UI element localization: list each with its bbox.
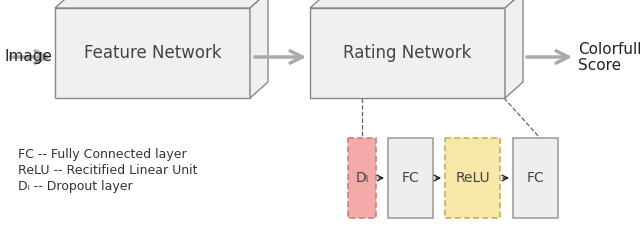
Text: ReLU: ReLU xyxy=(455,171,490,185)
Bar xyxy=(310,8,505,98)
Text: Colorfullness: Colorfullness xyxy=(578,43,640,58)
Text: FC -- Fully Connected layer: FC -- Fully Connected layer xyxy=(18,148,187,161)
Text: Rating Network: Rating Network xyxy=(343,44,472,62)
Bar xyxy=(348,138,376,218)
Polygon shape xyxy=(505,0,523,98)
Text: Dₗ -- Dropout layer: Dₗ -- Dropout layer xyxy=(18,180,132,193)
Polygon shape xyxy=(250,0,268,98)
Text: Score: Score xyxy=(578,58,621,73)
Bar xyxy=(513,138,558,218)
Text: Image: Image xyxy=(4,50,52,64)
Text: Dₗ: Dₗ xyxy=(355,171,369,185)
Polygon shape xyxy=(310,0,523,8)
Polygon shape xyxy=(55,0,268,8)
Text: ReLU -- Recitified Linear Unit: ReLU -- Recitified Linear Unit xyxy=(18,164,198,177)
Text: Feature Network: Feature Network xyxy=(84,44,221,62)
Text: FC: FC xyxy=(402,171,419,185)
Text: FC: FC xyxy=(527,171,545,185)
Bar xyxy=(55,8,250,98)
Bar xyxy=(388,138,433,218)
Bar xyxy=(445,138,500,218)
